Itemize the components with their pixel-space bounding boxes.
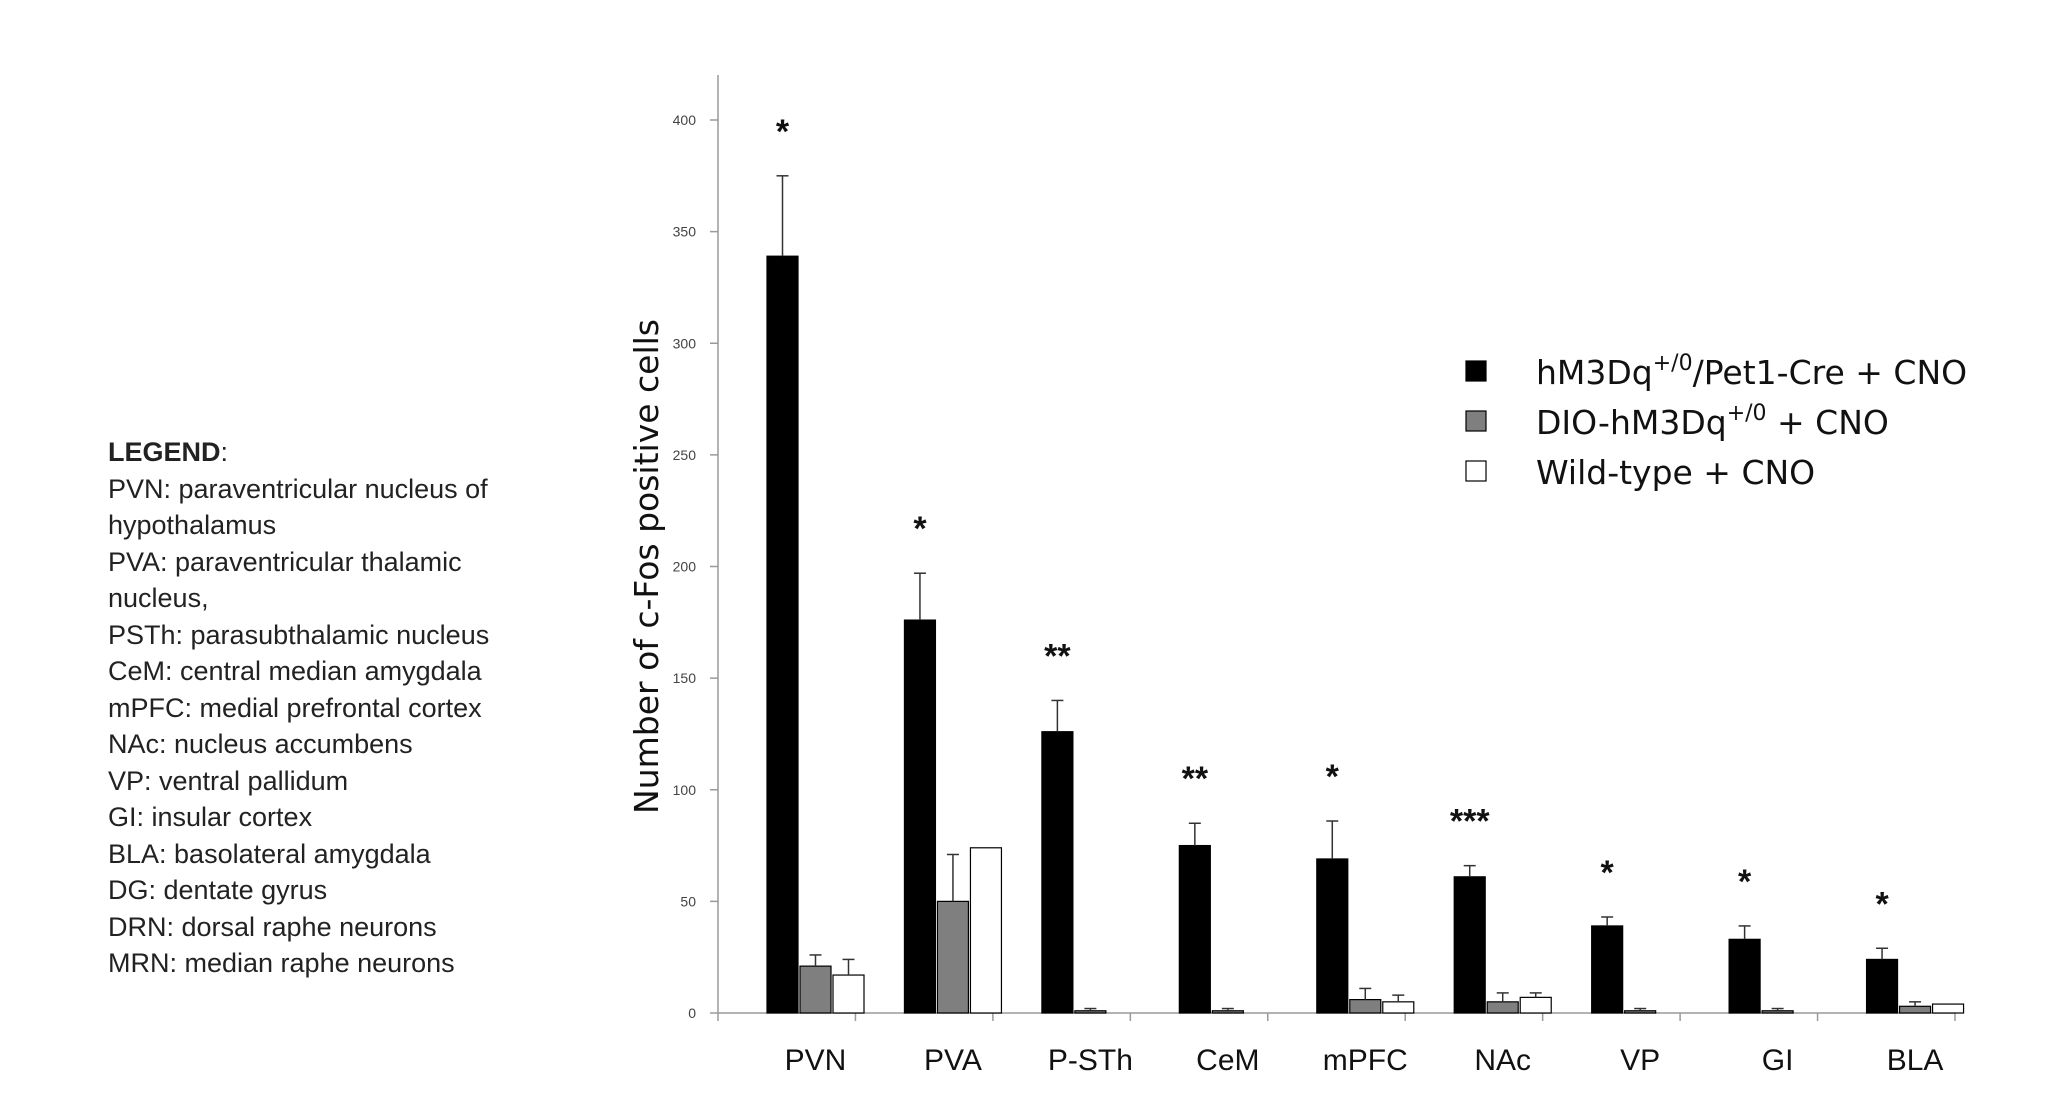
bar-series-0 [1728,938,1761,1014]
y-tick-label: 350 [673,224,697,240]
y-tick-label: 0 [688,1005,696,1021]
significance-markers: ****** ***** ** [776,113,1890,923]
y-axis-label: Number of c-Fos positive cells [627,319,666,814]
x-tick-label: GI [1762,1044,1794,1077]
x-tick-label: BLA [1887,1044,1944,1077]
chart-bars [766,175,1965,1014]
y-tick-label: 250 [673,447,697,463]
abbreviation-legend-line: mPFC: medial prefrontal cortex [108,692,482,723]
abbreviation-legend-line: PVA: paraventricular thalamic [108,546,462,577]
legend-swatch [1465,360,1487,382]
significance-marker: * [1601,854,1615,892]
y-tick-label: 100 [673,782,697,798]
abbreviation-legend-line: CeM: central median amygdala [108,656,482,686]
bar-series-2 [1519,996,1552,1014]
significance-marker: * [1875,885,1889,923]
bar-series-0 [1453,876,1486,1014]
abbreviation-legend-line: PSTh: parasubthalamic nucleus [108,619,490,650]
y-tick-label: 400 [673,112,697,128]
bar-series-1 [1761,1010,1794,1014]
significance-marker: * [776,113,790,151]
x-tick-label: mPFC [1323,1044,1408,1077]
bar-series-1 [936,900,970,1014]
y-tick-label: 50 [680,893,696,909]
bar-series-0 [1591,925,1624,1014]
abbreviation-legend-line: hypothalamus [108,510,277,540]
legend-swatch [1465,410,1487,432]
bar-series-0 [1865,958,1899,1014]
bar-series-2 [832,974,865,1014]
abbreviation-legend-line: BLA: basolateral amygdala [108,838,431,869]
bar-series-2 [1931,1003,1965,1014]
abbreviation-legend-line: VP: ventral pallidum [108,765,349,796]
chart-legend: hM3Dq+/0/Pet1-Cre + CNO DIO-hM3Dq+/0 + CN… [1465,351,1967,492]
legend-label: Wild-type + CNO [1536,453,1815,492]
bar-series-1 [1486,1001,1519,1014]
abbreviation-legend-heading: LEGEND: [108,437,229,467]
abbreviation-legend-line: GI: insular cortex [108,802,313,832]
x-tick-label: PVN [785,1044,847,1077]
abbreviation-legend-lines: PVN: paraventricular nucleus of hypothala… [108,471,588,982]
x-tick-label: NAc [1474,1044,1531,1077]
abbreviation-legend-line: DRN: dorsal raphe neurons [108,911,437,942]
abbreviation-legend-line: DG: dentate gyrus [108,875,328,905]
legend-swatch [1465,460,1487,482]
significance-marker: * [913,510,927,548]
x-tick-label: PVA [924,1044,982,1077]
bar-series-0 [766,255,799,1014]
chart-axes: 0 50 100 150 200 250 300 350 400 PVN PVA P-STh CeM mP… [627,75,1956,1077]
abbreviation-legend-line: nucleus, [108,583,209,613]
y-tick-label: 200 [673,559,697,575]
y-tick-label: 150 [673,670,697,686]
abbreviation-legend-line: NAc: nucleus accumbens [108,729,413,759]
x-tick-label: CeM [1196,1044,1259,1077]
bar-series-1 [1211,1010,1244,1014]
bar-series-1 [1349,999,1382,1014]
abbreviation-legend-line: PVN: paraventricular nucleus of [108,473,488,504]
bar-series-0 [903,619,937,1014]
significance-marker: ** [1182,760,1209,798]
bar-series-1 [1074,1010,1107,1014]
bar-series-0 [1041,731,1074,1014]
y-tick-label: 300 [673,335,697,351]
bar-series-2 [1382,1001,1415,1014]
significance-marker: * [1738,863,1752,901]
bar-series-1 [799,965,832,1014]
legend-label: hM3Dq+/0/Pet1-Cre + CNO [1536,351,1967,392]
bar-series-0 [1316,858,1349,1014]
x-tick-label: P-STh [1048,1044,1133,1077]
significance-marker: ** [1044,637,1071,675]
legend-label: DIO-hM3Dq+/0 + CNO [1536,401,1889,442]
abbreviation-legend: LEGEND: PVN: paraventricular nucleus of h… [108,434,588,982]
x-tick-label: VP [1620,1044,1660,1077]
significance-marker: * [1326,758,1340,796]
bar-series-1 [1898,1005,1932,1014]
significance-marker: *** [1450,803,1490,841]
bar-series-0 [1178,844,1211,1014]
bar-series-1 [1624,1010,1657,1014]
abbreviation-legend-line: MRN: median raphe neurons [108,948,455,978]
bar-series-2 [969,847,1003,1014]
